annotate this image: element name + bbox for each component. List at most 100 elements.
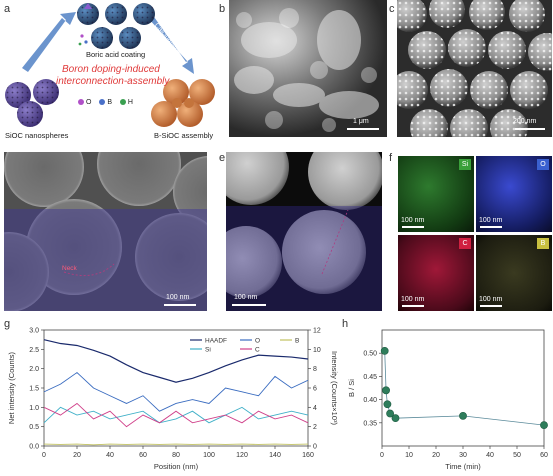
chart-g-ytick-right-label: 0: [313, 444, 317, 451]
chart-h-point: [382, 386, 390, 395]
chart-h-point: [391, 414, 400, 423]
schematic-drawing: [5, 3, 215, 127]
scale-text-e: 100 nm: [234, 294, 258, 301]
eds-tag-si: Si: [459, 159, 471, 170]
scale-text-d: 100 nm: [166, 294, 190, 301]
chart-g-series-haadf: [43, 339, 309, 383]
chart-g-xtick-label: 60: [139, 452, 147, 459]
chart-g-xtick-label: 0: [42, 452, 46, 459]
chart-g-ylabel-right: Intensity (Counts×10³): [330, 351, 339, 425]
scale-bar-c: [515, 128, 545, 130]
arrow-freeze-drying: [22, 12, 76, 72]
panel-label-f: f: [389, 152, 393, 164]
scale-text-f-o: 100 nm: [479, 217, 503, 224]
title-line-2: interconnection-assembly: [56, 76, 170, 87]
chart-g-xtick-label: 140: [269, 452, 281, 459]
eds-map-grid: Si 100 nm O 100 nm C 100 nm B 100 nm: [398, 156, 552, 311]
chart-h-xtick-label: 10: [405, 452, 413, 459]
sem-c-sphere-grid: [397, 0, 552, 137]
chart-g-ytick-right-label: 6: [313, 386, 317, 393]
chart-g-ytick-left-label: 2.0: [29, 366, 39, 373]
chart-h-point: [540, 421, 548, 430]
b-sioc-assembly: [151, 79, 215, 127]
legend-o-dot: [78, 99, 84, 106]
sem-image-b: 1 μm: [229, 0, 387, 137]
chart-h-frame: [381, 329, 545, 447]
annotation-neck: Neck: [62, 265, 77, 272]
element-legend: O B H: [78, 99, 133, 106]
chart-h-xtick-label: 50: [513, 452, 521, 459]
legend-h-label: H: [127, 99, 133, 106]
chart-g-xlabel: Position (nm): [154, 462, 199, 471]
legend-b-dot: [99, 99, 106, 106]
panel-label-c: c: [389, 3, 395, 15]
chart-h-xtick-label: 40: [486, 452, 494, 459]
chart-g-xtick-label: 40: [106, 452, 114, 459]
chart-h-ytick-label: 0.40: [363, 397, 377, 404]
eds-tag-c: C: [459, 238, 471, 249]
chart-g-legend-label: HAADF: [205, 338, 227, 345]
scale-bar-b: [347, 128, 379, 130]
chart-g-ytick-right-label: 2: [313, 424, 317, 431]
chart-g-ytick-right-label: 4: [313, 405, 317, 412]
chart-g-xtick-label: 160: [302, 452, 314, 459]
chart-g-series-c: [43, 402, 309, 428]
eds-tag-o: O: [537, 159, 549, 170]
caption-b-sioc-assembly: B-SiOC assembly: [154, 131, 214, 140]
chart-g-series-si: [43, 406, 309, 424]
chart-h-ylabel: B / Si: [347, 379, 356, 397]
chart-g-series-o: [43, 371, 309, 412]
scale-text-f-si: 100 nm: [401, 217, 425, 224]
panel-a-schematic: a: [0, 0, 220, 150]
title-line-1: Boron doping-induced: [62, 64, 160, 75]
scale-bar-f-o: [480, 226, 502, 228]
eds-tag-b: B: [537, 238, 549, 249]
chart-g-ytick-right-label: 12: [313, 328, 321, 335]
chart-g-ytick-right-label: 8: [313, 366, 317, 373]
chart-g-ytick-left-label: 0.0: [29, 444, 39, 451]
scale-bar-d: [164, 304, 196, 306]
scale-text-c: 200 nm: [513, 118, 537, 125]
chart-h-point: [459, 411, 467, 420]
tem-d-spheres: [4, 152, 207, 311]
haadf-e-overlay: [226, 206, 382, 311]
panel-label-e: e: [219, 152, 226, 164]
eds-tile-o: O 100 nm: [476, 156, 552, 232]
chart-h-ytick-label: 0.45: [363, 374, 377, 381]
eds-tile-c: C 100 nm: [398, 235, 474, 311]
tem-d-overlay: [4, 209, 207, 311]
chart-g-line-profile: 0 20 40 60 80 100 120 140 1600.00.51.01.52.02.53…: [7, 328, 339, 472]
coated-spheres: [77, 3, 155, 49]
chart-g-ytick-left-label: 3.0: [29, 328, 39, 335]
scale-text-b: 1 μm: [353, 118, 369, 125]
chart-h-point: [383, 400, 392, 409]
scale-bar-f-c: [402, 305, 424, 307]
chart-g-ytick-left-label: 1.0: [29, 405, 39, 412]
label-boric-acid-coating: Boric acid coating: [86, 50, 146, 59]
eds-tile-b: B 100 nm: [476, 235, 552, 311]
panel-label-g: g: [4, 318, 11, 330]
chart-h-ytick-label: 0.50: [363, 351, 377, 358]
chart-h-ytick-label: 0.35: [363, 420, 377, 427]
chart-g-legend-label: C: [255, 347, 260, 354]
legend-h-dot: [119, 99, 126, 106]
haadf-e-spheres: [226, 152, 382, 298]
chart-h-b-si-ratio: 0 10 20 30 40 50 60 0.35 0.40 0.45 0.50 Time (min) B…: [347, 329, 548, 471]
scale-bar-f-si: [402, 226, 424, 228]
chart-h-xtick-label: 20: [432, 452, 440, 459]
arrow-calcination: [148, 14, 194, 74]
chart-g-legend-label: O: [255, 338, 260, 345]
legend-o-label: O: [85, 99, 92, 106]
scale-text-f-b: 100 nm: [479, 296, 503, 303]
chart-h-point: [386, 409, 394, 418]
chart-h-point: [380, 346, 389, 355]
scale-bar-f-b: [480, 305, 502, 307]
scale-bar-e: [232, 304, 266, 306]
chart-g-ylabel-left: Net intensity (Counts): [7, 351, 16, 424]
chart-g-ytick-left-label: 0.5: [29, 424, 39, 431]
chart-g-legend-label: Si: [205, 347, 211, 354]
chart-h-xtick-label: 0: [380, 452, 384, 459]
haadf-image-e: 100 nm: [226, 152, 382, 311]
sem-c-spheres: [397, 0, 552, 137]
panel-label-a: a: [4, 3, 11, 15]
